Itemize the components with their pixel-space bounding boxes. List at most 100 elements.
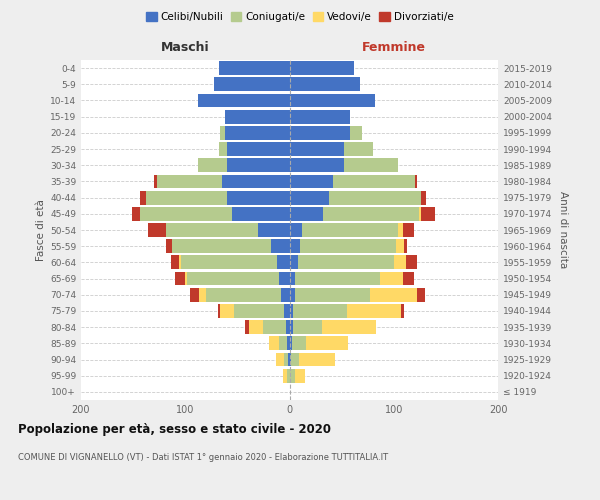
Bar [406, 256, 416, 270]
Bar [190, 288, 199, 302]
Bar [249, 320, 263, 334]
Bar [146, 190, 227, 204]
Bar [290, 240, 300, 253]
Bar [290, 126, 350, 140]
Bar [284, 352, 289, 366]
Bar [132, 207, 140, 220]
Bar [347, 304, 401, 318]
Bar [140, 207, 232, 220]
Bar [421, 207, 436, 220]
Bar [232, 207, 290, 220]
Text: Popolazione per età, sesso e stato civile - 2020: Popolazione per età, sesso e stato civil… [18, 422, 331, 436]
Bar [222, 174, 290, 188]
Bar [290, 369, 295, 382]
Bar [300, 240, 396, 253]
Bar [172, 240, 271, 253]
Bar [290, 94, 375, 108]
Bar [306, 336, 348, 350]
Bar [401, 304, 404, 318]
Bar [218, 142, 227, 156]
Bar [198, 94, 290, 108]
Bar [245, 320, 249, 334]
Bar [290, 336, 292, 350]
Bar [258, 223, 290, 237]
Bar [277, 256, 290, 270]
Bar [198, 158, 227, 172]
Bar [290, 352, 299, 366]
Bar [166, 240, 172, 253]
Bar [290, 142, 344, 156]
Bar [419, 207, 421, 220]
Bar [287, 369, 290, 382]
Bar [290, 207, 323, 220]
Bar [380, 272, 403, 285]
Bar [175, 272, 185, 285]
Bar [276, 352, 284, 366]
Bar [140, 190, 146, 204]
Bar [283, 369, 287, 382]
Bar [286, 320, 290, 334]
Bar [206, 288, 281, 302]
Bar [292, 336, 306, 350]
Bar [157, 174, 222, 188]
Bar [187, 272, 279, 285]
Bar [290, 304, 293, 318]
Bar [290, 288, 295, 302]
Bar [271, 240, 290, 253]
Bar [295, 288, 370, 302]
Bar [403, 223, 413, 237]
Bar [290, 190, 329, 204]
Bar [398, 223, 403, 237]
Bar [290, 223, 302, 237]
Bar [214, 78, 290, 91]
Bar [344, 158, 398, 172]
Bar [279, 336, 287, 350]
Bar [166, 223, 258, 237]
Bar [295, 272, 380, 285]
Bar [220, 126, 225, 140]
Bar [289, 352, 290, 366]
Bar [323, 207, 419, 220]
Bar [290, 158, 344, 172]
Bar [396, 240, 404, 253]
Bar [350, 126, 362, 140]
Bar [421, 190, 426, 204]
Bar [295, 369, 305, 382]
Bar [227, 142, 290, 156]
Bar [170, 256, 179, 270]
Bar [290, 256, 298, 270]
Bar [329, 190, 421, 204]
Bar [154, 174, 157, 188]
Bar [344, 142, 373, 156]
Bar [322, 320, 376, 334]
Bar [290, 110, 350, 124]
Bar [227, 190, 290, 204]
Bar [403, 272, 413, 285]
Bar [333, 174, 415, 188]
Bar [218, 61, 290, 75]
Bar [290, 174, 333, 188]
Bar [269, 336, 279, 350]
Bar [263, 320, 286, 334]
Bar [293, 320, 322, 334]
Bar [284, 304, 290, 318]
Bar [225, 126, 290, 140]
Bar [299, 352, 335, 366]
Bar [404, 240, 407, 253]
Bar [287, 336, 290, 350]
Bar [302, 223, 398, 237]
Bar [148, 223, 166, 237]
Bar [181, 256, 277, 270]
Bar [298, 256, 394, 270]
Bar [234, 304, 284, 318]
Bar [281, 288, 290, 302]
Bar [199, 288, 206, 302]
Bar [220, 304, 234, 318]
Bar [279, 272, 290, 285]
Bar [290, 272, 295, 285]
Bar [370, 288, 416, 302]
Bar [225, 110, 290, 124]
Text: Femmine: Femmine [362, 42, 426, 54]
Bar [290, 78, 361, 91]
Legend: Celibi/Nubili, Coniugati/e, Vedovi/e, Divorziati/e: Celibi/Nubili, Coniugati/e, Vedovi/e, Di… [142, 8, 458, 26]
